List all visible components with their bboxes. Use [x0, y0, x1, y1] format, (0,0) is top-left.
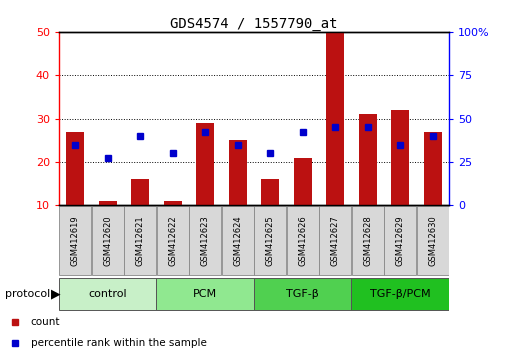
FancyBboxPatch shape	[189, 206, 221, 275]
FancyBboxPatch shape	[351, 206, 384, 275]
Bar	[261, 179, 279, 205]
Bar	[294, 158, 311, 205]
Text: TGF-β: TGF-β	[286, 289, 319, 299]
Text: GSM412621: GSM412621	[136, 215, 145, 266]
FancyBboxPatch shape	[92, 206, 124, 275]
Text: control: control	[88, 289, 127, 299]
Bar	[66, 132, 84, 205]
Text: PCM: PCM	[193, 289, 218, 299]
FancyBboxPatch shape	[222, 206, 254, 275]
Bar	[229, 140, 247, 205]
Bar	[131, 179, 149, 205]
Bar	[196, 123, 214, 205]
Text: GSM412623: GSM412623	[201, 215, 210, 266]
FancyBboxPatch shape	[124, 206, 156, 275]
Text: GSM412625: GSM412625	[266, 215, 274, 266]
FancyBboxPatch shape	[319, 206, 351, 275]
Bar	[326, 32, 344, 205]
Text: GSM412629: GSM412629	[396, 215, 405, 266]
Bar	[391, 110, 409, 205]
FancyBboxPatch shape	[59, 278, 156, 310]
Text: GSM412630: GSM412630	[428, 215, 437, 266]
FancyBboxPatch shape	[417, 206, 449, 275]
Text: GSM412624: GSM412624	[233, 215, 242, 266]
Title: GDS4574 / 1557790_at: GDS4574 / 1557790_at	[170, 17, 338, 31]
FancyBboxPatch shape	[287, 206, 319, 275]
Bar	[359, 114, 377, 205]
Text: ▶: ▶	[51, 287, 61, 300]
Text: count: count	[31, 317, 60, 327]
FancyBboxPatch shape	[254, 278, 351, 310]
FancyBboxPatch shape	[156, 278, 254, 310]
Bar	[99, 201, 116, 205]
Text: percentile rank within the sample: percentile rank within the sample	[31, 338, 206, 348]
Bar	[424, 132, 442, 205]
FancyBboxPatch shape	[254, 206, 286, 275]
FancyBboxPatch shape	[156, 206, 189, 275]
FancyBboxPatch shape	[384, 206, 416, 275]
Bar	[164, 201, 182, 205]
FancyBboxPatch shape	[59, 206, 91, 275]
FancyBboxPatch shape	[351, 278, 449, 310]
Text: GSM412627: GSM412627	[331, 215, 340, 266]
Text: protocol: protocol	[5, 289, 50, 299]
Text: GSM412622: GSM412622	[168, 215, 177, 266]
Text: GSM412626: GSM412626	[298, 215, 307, 266]
Text: GSM412620: GSM412620	[103, 215, 112, 266]
Text: TGF-β/PCM: TGF-β/PCM	[370, 289, 430, 299]
Text: GSM412619: GSM412619	[71, 215, 80, 266]
Text: GSM412628: GSM412628	[363, 215, 372, 266]
